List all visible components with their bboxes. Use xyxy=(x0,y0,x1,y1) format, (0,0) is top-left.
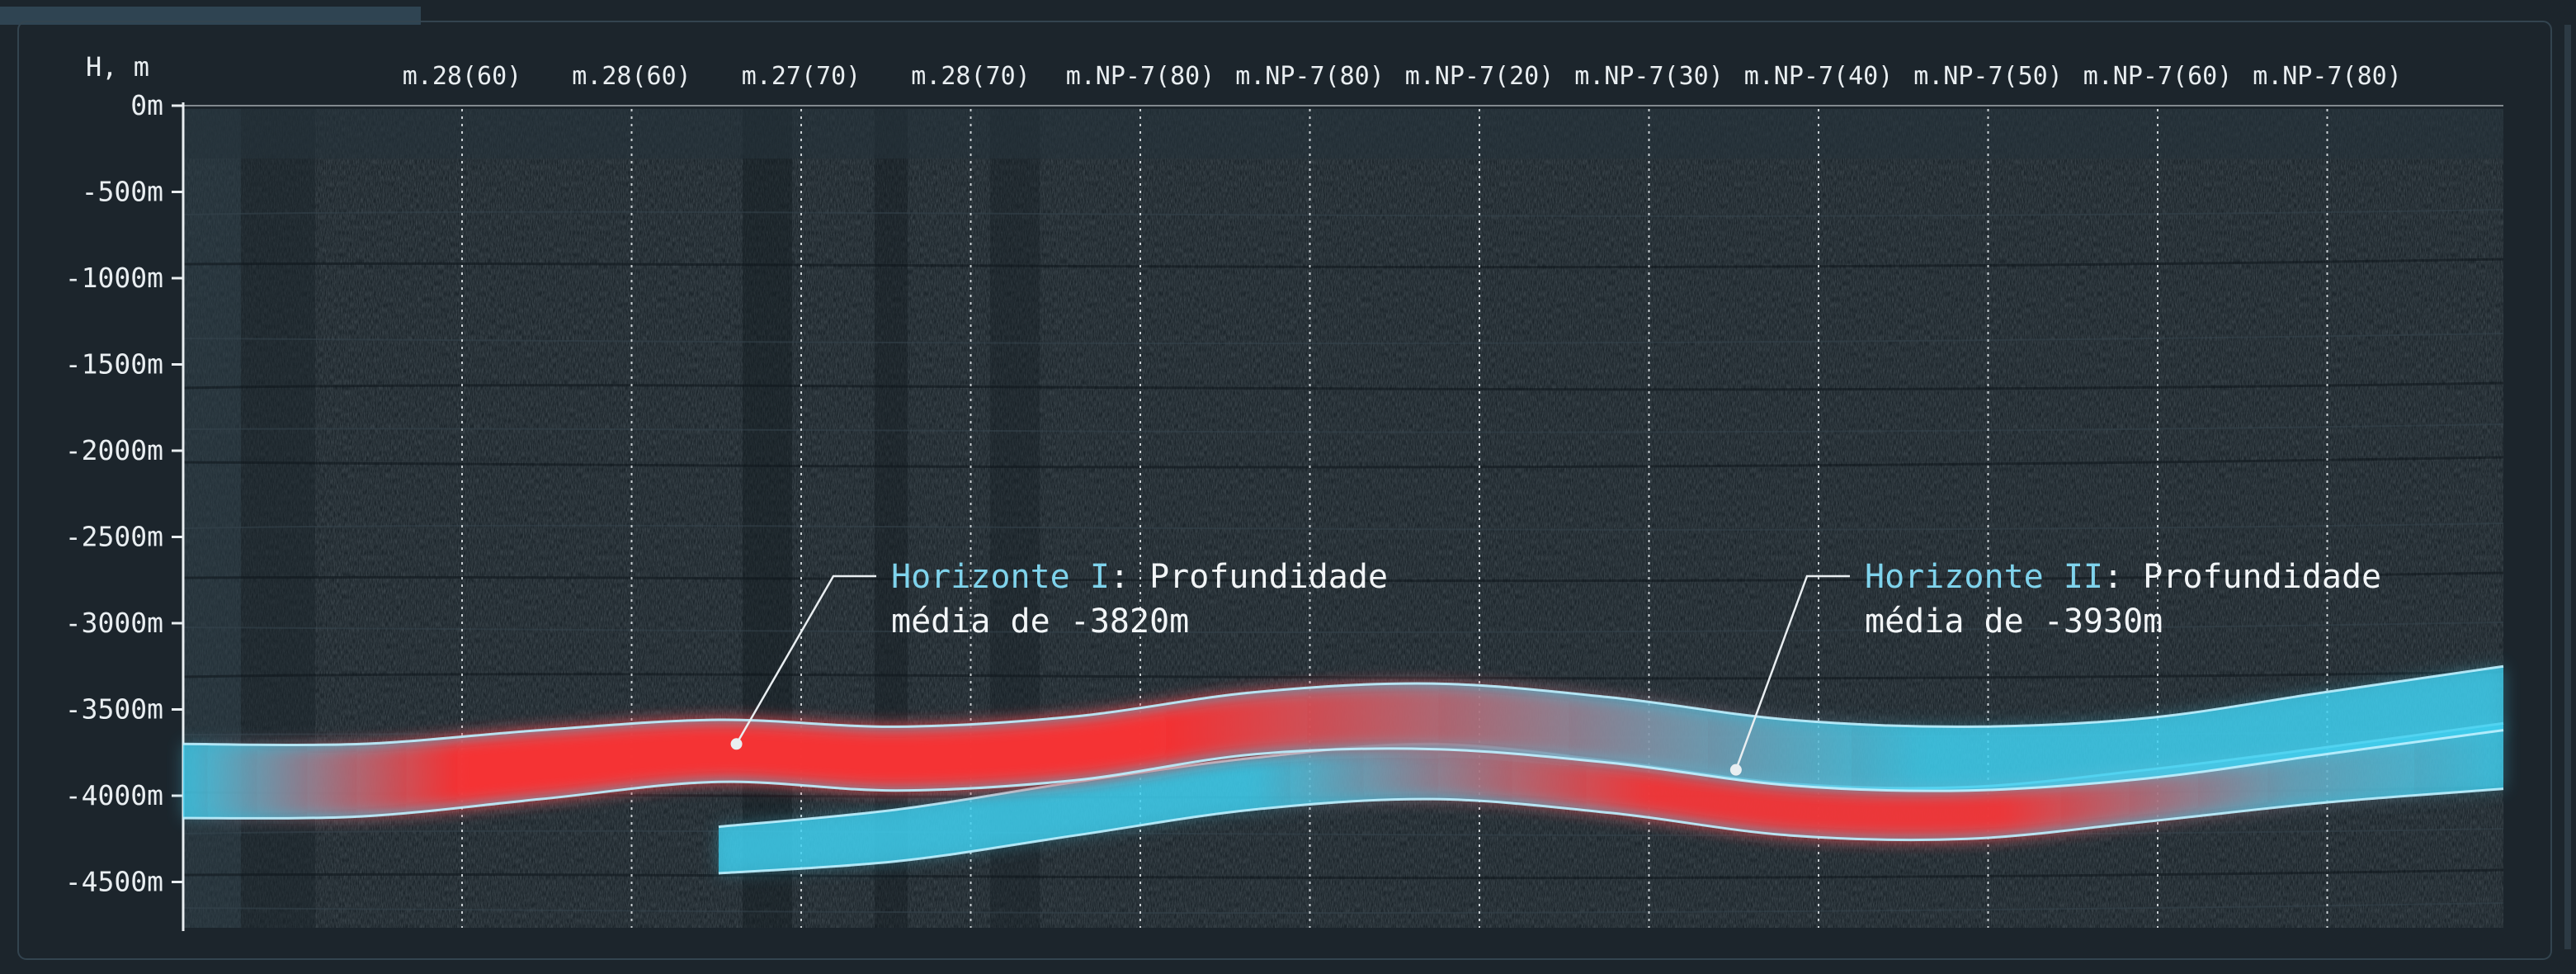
horizons xyxy=(182,664,2504,875)
annotation-1: Horizonte I: Profundidade média de -3820m xyxy=(730,558,1388,750)
annotation-point xyxy=(1729,764,1742,776)
horizon-top-edge xyxy=(182,664,2504,747)
well-label: m.NP-7(60) xyxy=(2083,62,2233,91)
panel-border xyxy=(17,21,2552,960)
y-tick-label: -1500m xyxy=(65,348,163,381)
well-label: m.28(70) xyxy=(911,62,1031,91)
well-label: m.NP-7(80) xyxy=(1066,62,1215,91)
annotation-2: Horizonte II: Profundidade média de -3930… xyxy=(1729,558,2381,776)
annotation-text: : Profundidade xyxy=(1110,558,1388,596)
horizon-bottom-edge xyxy=(182,729,2504,820)
horizon-highlight xyxy=(183,666,2503,819)
y-tick-label: -2500m xyxy=(65,521,163,553)
y-tick-label: -3500m xyxy=(65,693,163,726)
side-strip xyxy=(2564,25,2571,949)
annotation-name: Horizonte I xyxy=(891,558,1110,596)
y-axis-title: H, m xyxy=(86,51,149,83)
y-tick-label: -3000m xyxy=(65,607,163,639)
annotation-name: Horizonte II xyxy=(1865,558,2103,596)
annotation-leader xyxy=(1734,574,1850,771)
well-label: m.NP-7(40) xyxy=(1744,62,1894,91)
well-label: m.NP-7(30) xyxy=(1574,62,1724,91)
well-label: m.NP-7(80) xyxy=(1235,62,1385,91)
top-accent-bar xyxy=(0,7,421,25)
well-gridlines xyxy=(461,109,2328,928)
well-labels: m.28(60) m.28(60) m.27(70) m.28(70) m.NP-7(8… xyxy=(403,62,2402,91)
horizon-bottom-edge xyxy=(718,787,2504,875)
well-label: m.NP-7(80) xyxy=(2253,62,2402,91)
y-tick-label: -1000m xyxy=(65,262,163,294)
annotation-leader xyxy=(735,574,876,745)
annotation-depth: média de -3930m xyxy=(1865,603,2163,641)
y-tick-label: -4000m xyxy=(65,779,163,811)
y-tick-label: -500m xyxy=(82,176,163,208)
well-label: m.27(70) xyxy=(742,62,861,91)
annotation-text: : Profundidade xyxy=(2103,558,2381,596)
horizon-1 xyxy=(182,664,2504,820)
svg-text:Horizonte II: Profundidade: Horizonte II: Profundidade xyxy=(1865,558,2381,596)
y-tick-label: -2000m xyxy=(65,434,163,466)
svg-text:Horizonte I: Profundidade: Horizonte I: Profundidade xyxy=(891,558,1388,596)
y-tick-label: -4500m xyxy=(65,866,163,898)
well-label: m.NP-7(50) xyxy=(1913,62,2063,91)
well-label: m.NP-7(20) xyxy=(1405,62,1555,91)
y-tick-label: 0m xyxy=(130,89,163,121)
annotation-depth: média de -3820m xyxy=(891,603,1189,641)
well-label: m.28(60) xyxy=(572,62,691,91)
well-label: m.28(60) xyxy=(403,62,522,91)
annotation-point xyxy=(730,738,743,750)
y-axis: 0m -500m -1000m -1500m -2000m -2500m -3000m -35… xyxy=(65,89,2503,931)
horizon-highlight xyxy=(718,723,2503,874)
